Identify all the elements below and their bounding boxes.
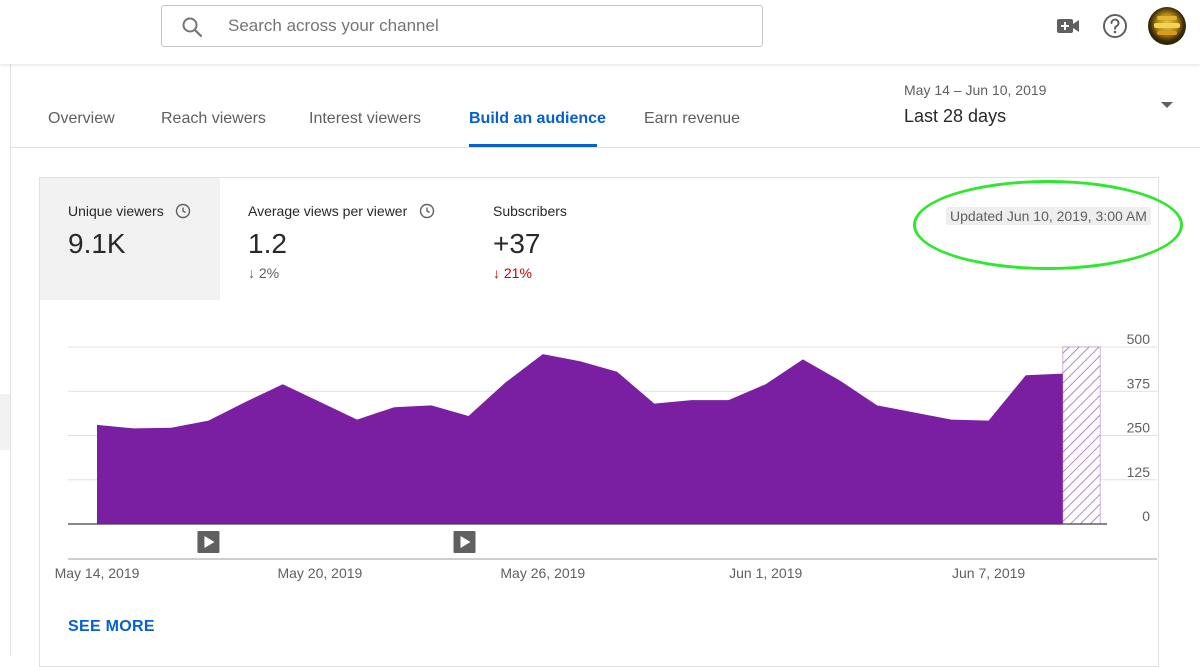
area-series-unique-viewers (97, 354, 1063, 524)
y-tick-label: 250 (1127, 420, 1151, 436)
x-tick-label: May 14, 2019 (55, 565, 140, 581)
top-bar (0, 0, 1200, 64)
x-tick-label: Jun 1, 2019 (729, 565, 802, 581)
search-box[interactable] (161, 5, 763, 47)
search-input[interactable] (228, 14, 728, 38)
help-icon[interactable] (1102, 13, 1128, 39)
y-tick-label: 500 (1127, 331, 1151, 347)
create-video-icon[interactable] (1055, 13, 1081, 39)
x-tick-label: Jun 7, 2019 (952, 565, 1025, 581)
search-icon (180, 15, 204, 39)
see-more-link[interactable]: SEE MORE (68, 618, 155, 636)
y-tick-label: 0 (1142, 508, 1150, 524)
y-tick-label: 125 (1127, 464, 1151, 480)
y-tick-label: 375 (1127, 375, 1151, 391)
avatar[interactable] (1148, 7, 1186, 45)
x-tick-label: May 26, 2019 (500, 565, 585, 581)
x-tick-label: May 20, 2019 (277, 565, 362, 581)
partial-day-segment (1063, 347, 1100, 524)
video-published-icon[interactable] (197, 531, 219, 553)
video-published-icon[interactable] (454, 531, 476, 553)
